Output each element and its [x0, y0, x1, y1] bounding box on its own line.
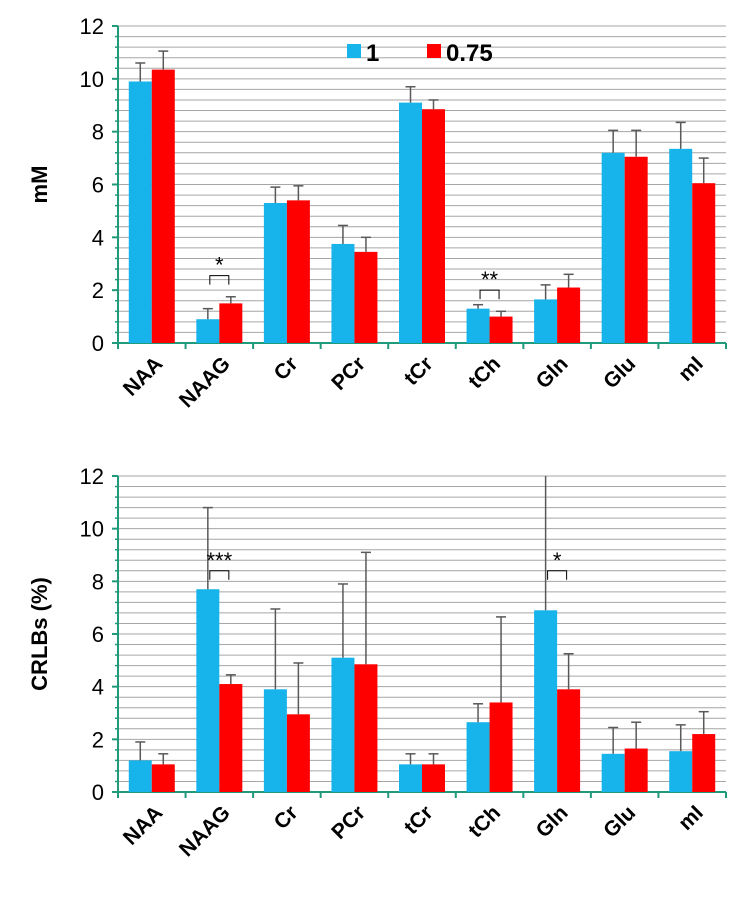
bar-naag-0.75 [219, 303, 243, 343]
bar-pcr-0.75 [354, 251, 378, 343]
x-category-label: NAAG [175, 352, 235, 412]
bar-mi-0.75 [692, 183, 716, 343]
bar-pcr-1 [331, 243, 355, 343]
bar-cr-0.75 [286, 200, 310, 343]
x-category-label: tCr [400, 352, 438, 390]
chart-panel-2: 0 2 4 6 8 10 12 CRLBs (%) NAA NAAG Cr PCr tCr tCh Gln G… [27, 464, 727, 861]
y-tick-label: 0 [92, 780, 104, 805]
legend-swatch [427, 44, 441, 58]
y-axis-label: CRLBs (%) [27, 577, 52, 691]
series-1 [128, 62, 693, 343]
y-tick-label: 0 [92, 331, 104, 356]
legend-label: 1 [366, 40, 379, 67]
series-1 [128, 476, 693, 792]
bar-tcr-1 [399, 102, 422, 343]
bar-gln-0.75 [557, 689, 581, 792]
bar-tch-1 [466, 308, 490, 343]
x-category-label: Glu [599, 352, 640, 393]
x-category-label: NAA [119, 801, 167, 849]
significance-bracket [209, 570, 230, 580]
bar-naa-0.75 [151, 764, 175, 792]
x-category-label: Glu [599, 801, 640, 842]
bar-mi-1 [669, 148, 693, 343]
bar-mi-1 [669, 751, 693, 792]
significance-marker: * [215, 253, 224, 278]
x-category-label: mI [674, 801, 708, 835]
bar-gln-1 [534, 299, 558, 343]
x-category-label: Gln [532, 352, 573, 393]
x-category-label: tCh [464, 352, 505, 393]
x-category-label: PCr [327, 352, 370, 395]
y-tick-label: 12 [80, 464, 104, 489]
bar-cr-1 [263, 202, 287, 343]
x-category-label: mI [674, 352, 708, 386]
x-category-label: Cr [270, 352, 303, 385]
significance-bracket [479, 289, 500, 300]
significance-marker: * [553, 548, 562, 573]
y-tick-label: 6 [92, 173, 104, 198]
y-tick-label: 4 [92, 675, 104, 700]
x-category-label: PCr [327, 801, 370, 844]
significance-bracket [209, 275, 230, 285]
y-tick-label: 6 [92, 622, 104, 647]
y-tick-label: 4 [92, 225, 104, 250]
bar-glu-0.75 [624, 748, 648, 792]
series-0.75 [151, 551, 716, 792]
x-category-label: tCh [464, 801, 505, 842]
bar-tcr-0.75 [422, 764, 445, 792]
bar-tch-0.75 [489, 316, 513, 343]
bar-glu-1 [601, 152, 625, 343]
bar-cr-1 [263, 689, 287, 792]
x-category-label: Gln [532, 801, 573, 842]
y-tick-label: 2 [92, 278, 104, 303]
significance-bracket [547, 570, 568, 580]
y-tick-label: 8 [92, 120, 104, 145]
bar-pcr-1 [331, 657, 355, 792]
bar-gln-1 [534, 610, 558, 792]
bar-mi-0.75 [692, 734, 716, 792]
bar-naag-1 [196, 589, 220, 792]
series-0.75 [151, 50, 716, 344]
y-tick-label: 12 [80, 14, 104, 39]
x-category-label: NAA [119, 352, 167, 400]
x-category-label: NAAG [175, 801, 235, 861]
bar-naa-0.75 [151, 69, 175, 344]
legend: 1 0.75 [347, 40, 493, 67]
bar-naa-1 [128, 760, 152, 792]
legend-label: 0.75 [446, 40, 493, 67]
bar-cr-0.75 [286, 714, 310, 792]
y-tick-label: 2 [92, 727, 104, 752]
bar-tch-1 [466, 722, 490, 792]
y-tick-label: 10 [80, 67, 104, 92]
bar-naa-1 [128, 81, 152, 343]
y-axis-label: mM [27, 166, 52, 204]
bar-naag-1 [196, 319, 220, 343]
x-category-label: tCr [400, 801, 438, 839]
bar-tcr-1 [399, 764, 422, 792]
legend-swatch [347, 44, 361, 58]
y-tick-label: 10 [80, 517, 104, 542]
significance-marker: ** [481, 267, 499, 292]
significance-marker: *** [206, 548, 232, 573]
bar-naag-0.75 [219, 684, 243, 792]
bar-gln-0.75 [557, 287, 581, 343]
bar-pcr-0.75 [354, 664, 378, 792]
bar-glu-0.75 [624, 156, 648, 343]
x-category-label: Cr [270, 801, 303, 834]
bar-tch-0.75 [489, 702, 513, 792]
bar-glu-1 [601, 753, 625, 792]
bar-tcr-0.75 [422, 109, 445, 344]
y-tick-label: 8 [92, 569, 104, 594]
